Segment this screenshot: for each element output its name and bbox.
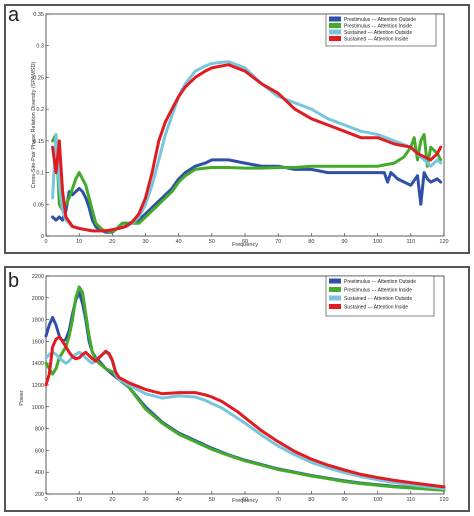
x-tick-label-b: 90 [341,497,347,503]
legend-label-a-2: Sustained --- Attention Outside [344,30,412,36]
x-tick-label-a: 100 [373,239,382,245]
legend-swatch-b-1 [329,287,341,292]
y-tick-label-b: 2000 [32,296,44,302]
y-tick-label-a: 0.15 [33,139,44,145]
x-tick-label-a: 50 [209,239,215,245]
x-tick-label-b: 120 [439,497,448,503]
x-tick-label-a: 0 [44,239,47,245]
series-line-b-2 [44,350,446,491]
y-tick-label-a: 0 [41,234,44,240]
y-tick-label-a: 0.35 [33,12,44,18]
legend-swatch-a-0 [329,16,341,22]
legend-label-b-3: Sustained --- Attention Inside [344,305,408,311]
legend-swatch-a-3 [329,36,341,41]
y-tick-label-b: 1400 [32,361,44,367]
y-tick-label-a: 0.1 [36,171,44,177]
y-tick-label-b: 200 [35,492,44,498]
y-tick-label-a: 0.05 [33,202,44,208]
y-tick-label-b: 1200 [32,383,44,389]
legend-box-a [325,13,437,47]
x-tick-label-b: 50 [209,497,215,503]
legend-label-a-1: Prestimulus --- Attention Inside [344,24,412,30]
x-tick-label-a: 90 [341,239,347,245]
series-line-a-0 [51,158,443,234]
plot-area-a [45,13,445,237]
y-tick-label-a: 0.3 [36,44,44,50]
y-tick-label-a: 0.2 [36,107,44,113]
x-tick-label-b: 110 [406,497,415,503]
legend-label-b-0: Prestimulus --- Attention Outside [344,279,416,285]
x-tick-label-b: 10 [76,497,82,503]
legend-label-a-3: Sustained --- Attention Inside [344,37,408,43]
x-axis-label-a: Frequency [232,242,258,248]
x-tick-label-a: 80 [308,239,314,245]
x-tick-label-b: 80 [308,497,314,503]
y-tick-label-b: 2200 [32,274,44,280]
legend-swatch-a-2 [329,29,341,35]
series-line-b-3 [44,335,446,489]
legend-label-a-0: Prestimulus --- Attention Outside [344,17,416,23]
series-line-a-1 [51,133,443,234]
legend-swatch-b-0 [329,278,341,284]
x-tick-label-a: 10 [76,239,82,245]
x-tick-label-a: 30 [142,239,148,245]
x-tick-label-b: 30 [142,497,148,503]
legend-label-b-2: Sustained --- Attention Outside [344,296,412,302]
panel-a-letter: a [8,4,20,26]
legend-label-b-1: Prestimulus --- Attention Inside [344,288,412,294]
x-tick-label-a: 60 [242,239,248,245]
x-tick-label-b: 0 [44,497,47,503]
x-axis-label-b: Frequency [232,498,258,504]
x-tick-label-b: 100 [373,497,382,503]
x-tick-label-b: 60 [242,497,248,503]
legend-swatch-b-2 [329,295,341,301]
y-tick-label-b: 400 [35,470,44,476]
y-axis-label-a: Cross-Site-Pair Phase Relation Diversity… [31,61,37,188]
y-tick-label-b: 1000 [32,405,44,411]
x-tick-label-a: 110 [406,239,415,245]
y-tick-label-b: 800 [35,427,44,433]
x-tick-label-a: 70 [275,239,281,245]
x-tick-label-b: 20 [109,497,115,503]
y-tick-label-b: 600 [35,448,44,454]
y-tick-label-a: 0.25 [33,75,44,81]
x-tick-label-a: 40 [176,239,182,245]
y-tick-label-b: 1800 [32,318,44,324]
legend-box-b [325,275,435,317]
x-tick-label-a: 120 [439,239,448,245]
x-tick-label-a: 20 [109,239,115,245]
y-axis-label-b: Power [19,390,25,406]
series-line-a-3 [51,63,443,233]
x-tick-label-b: 40 [176,497,182,503]
x-tick-label-b: 70 [275,497,281,503]
y-tick-label-b: 1600 [32,339,44,345]
legend-swatch-b-3 [329,304,341,309]
series-line-b-1 [44,285,446,492]
panel-b-letter: b [8,270,20,292]
series-line-a-2 [51,60,443,233]
legend-swatch-a-1 [329,23,341,28]
